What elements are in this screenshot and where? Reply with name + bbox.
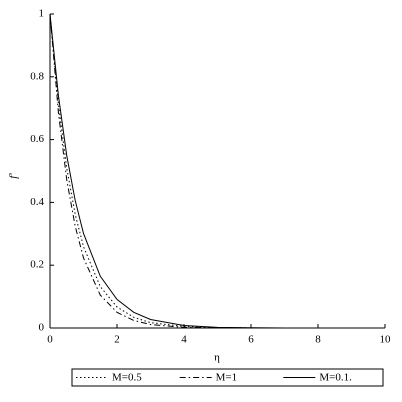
y-tick-label: 0.8 [30,70,44,82]
legend-label: M=0.1. [319,372,352,384]
legend-label: M=0.5 [112,372,142,384]
y-tick-label: 0.2 [30,259,44,271]
x-tick-label: 8 [315,334,321,346]
legend-box [71,368,384,387]
y-tick-label: 0 [39,322,45,334]
y-axis-label: f' [8,173,20,179]
x-tick-label: 0 [47,334,53,346]
legend-label: M=1 [216,372,237,384]
series-line [49,13,385,329]
x-tick-label: 6 [248,334,254,346]
x-tick-label: 2 [114,334,120,346]
y-tick-label: 0.6 [30,133,44,145]
series-line [49,13,385,329]
x-tick-label: 10 [380,334,392,346]
y-tick-label: 0.4 [30,196,44,208]
y-tick-label: 1 [39,8,45,20]
series-line [49,13,385,329]
x-tick-label: 4 [181,334,187,346]
x-axis-label: η [214,352,220,364]
